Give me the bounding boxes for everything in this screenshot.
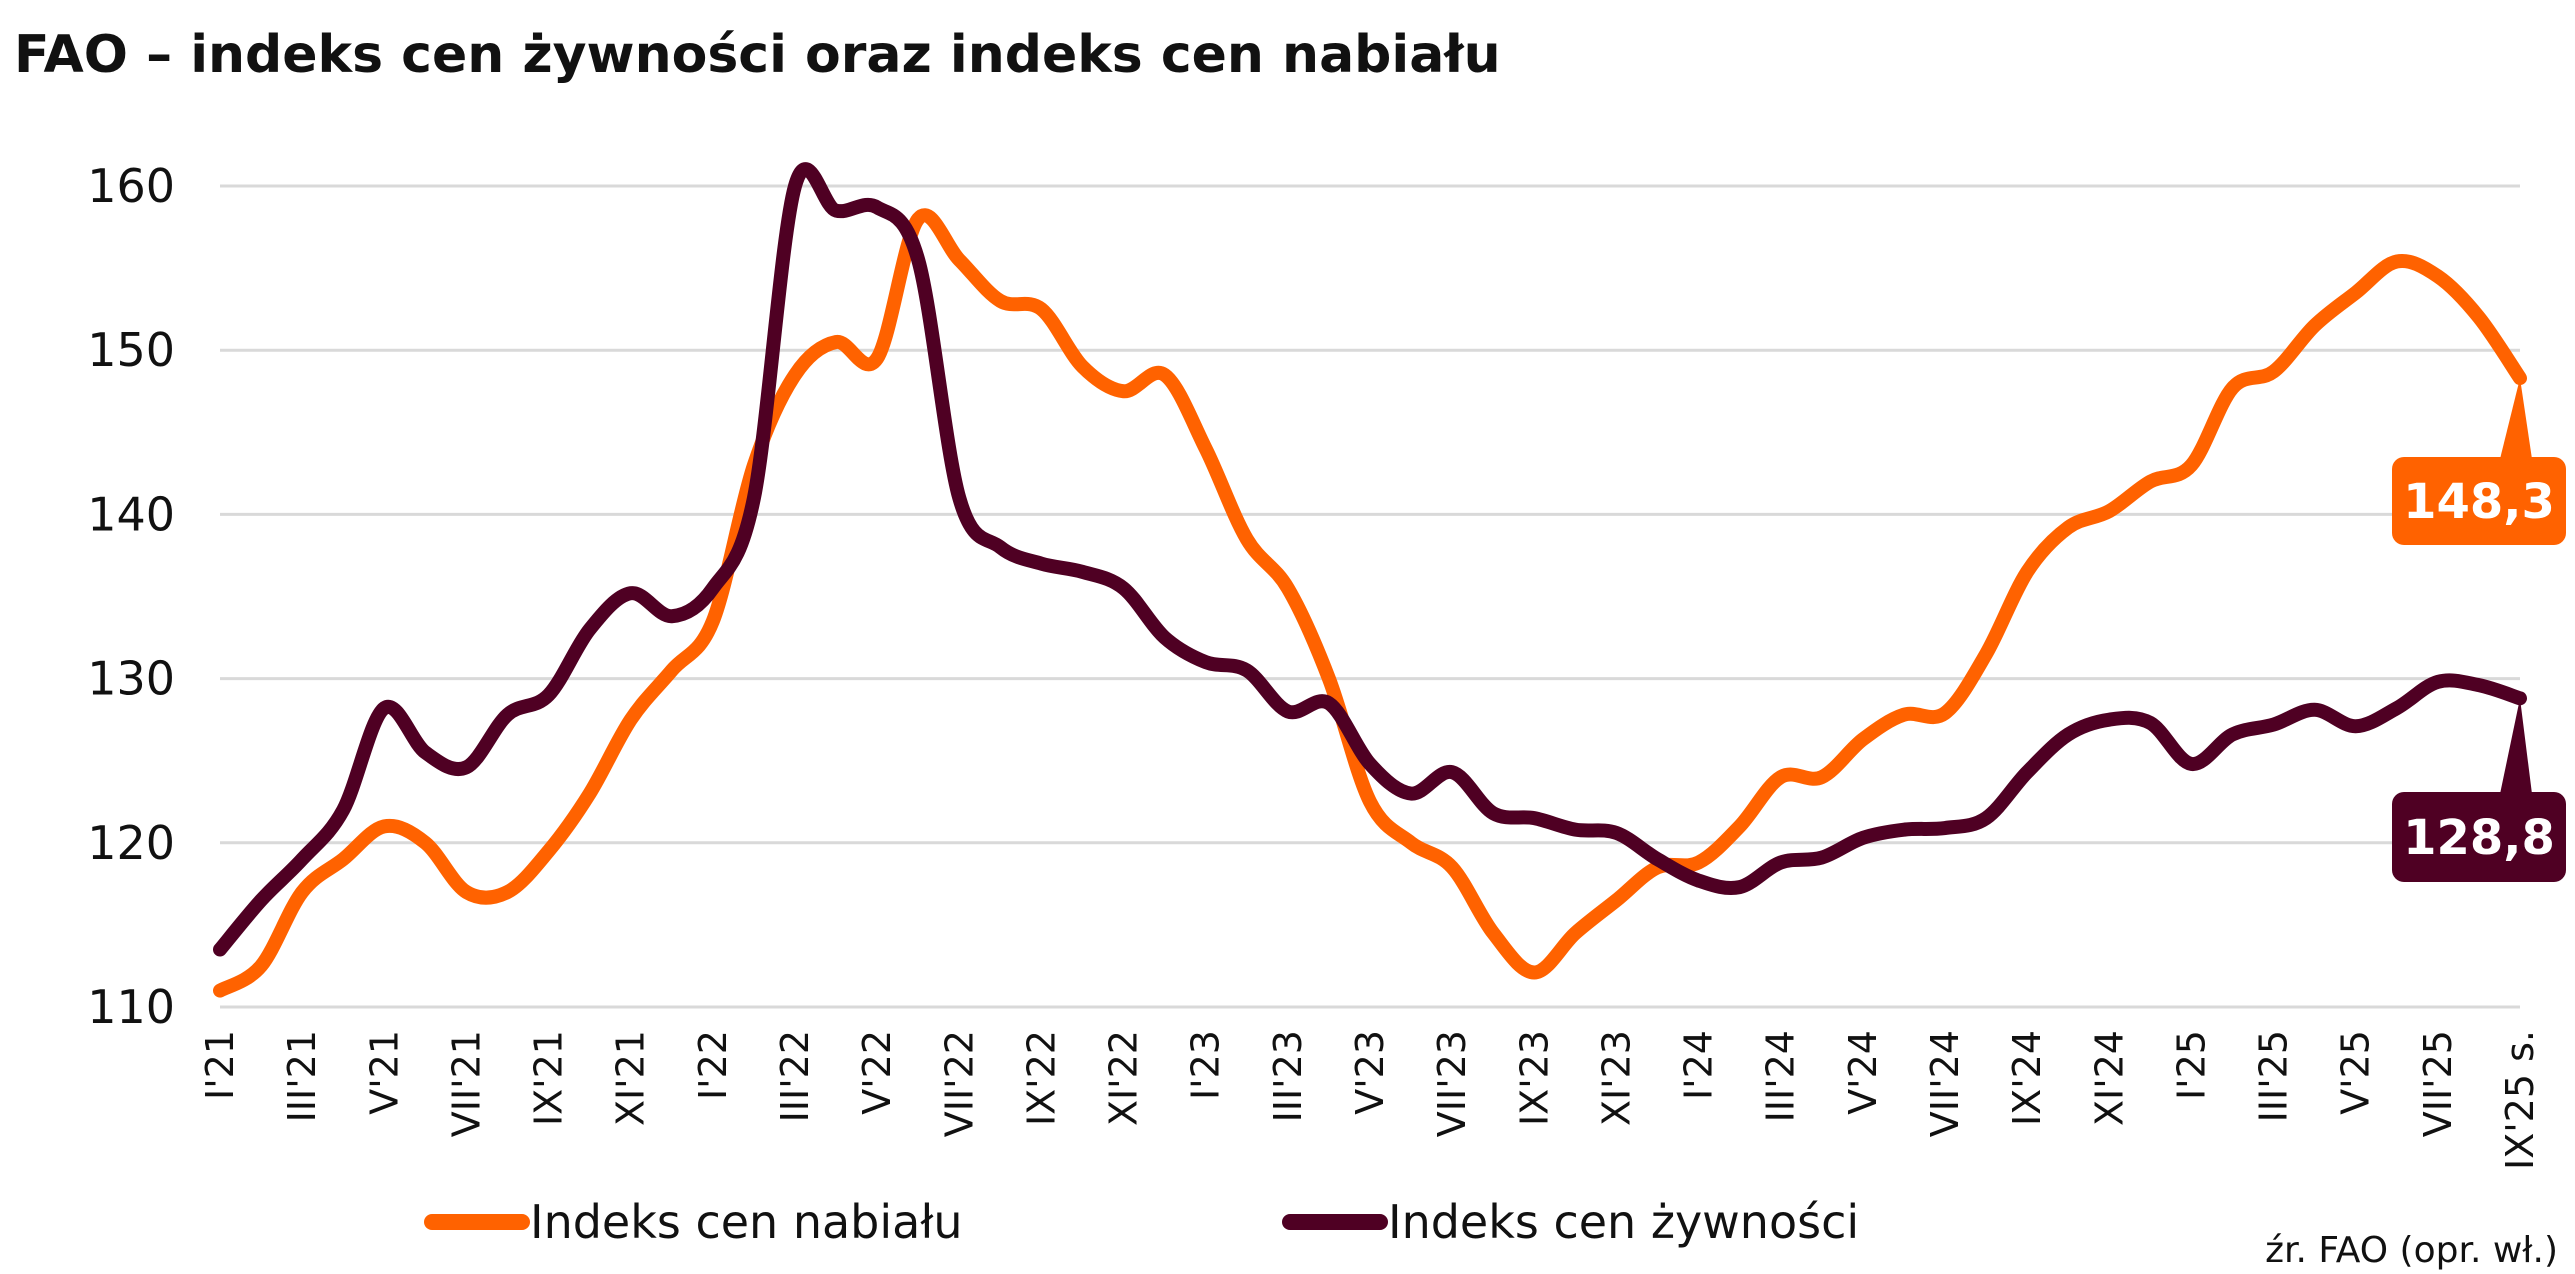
- y-tick-label: 110: [87, 980, 175, 1034]
- x-tick-label: I'21: [198, 1030, 242, 1100]
- x-tick-label: III'23: [1266, 1030, 1310, 1122]
- callout-box: [2392, 457, 2566, 545]
- x-tick-label: XI'24: [2087, 1030, 2131, 1126]
- x-tick-label: V'24: [1841, 1030, 1885, 1115]
- x-tick-label: I'22: [691, 1030, 735, 1100]
- x-tick-label: IX'21: [527, 1030, 571, 1126]
- y-tick-label: 120: [87, 816, 175, 870]
- y-tick-label: 160: [87, 159, 175, 213]
- x-tick-label: III'21: [280, 1030, 324, 1122]
- value-callouts: 148,3 128,8: [2392, 378, 2566, 882]
- x-tick-label: V'23: [1348, 1030, 1392, 1115]
- x-axis-ticks: I'21 III'21 V'21 VII'21 IX'21 XI'21 I'22 III'22…: [198, 1030, 2542, 1170]
- x-tick-label: V'21: [362, 1030, 406, 1115]
- x-tick-label: III'25: [2252, 1030, 2296, 1122]
- x-tick-label: VII'23: [1430, 1030, 1474, 1137]
- callout-box: [2392, 792, 2566, 882]
- x-tick-label: I'24: [1677, 1030, 1721, 1100]
- x-tick-label: IX'24: [2005, 1030, 2049, 1126]
- x-tick-label: XI'23: [1594, 1030, 1638, 1126]
- legend: Indeks cen nabiału Indeks cen żywności: [424, 1195, 1859, 1249]
- callout-pointer: [2500, 378, 2532, 459]
- x-tick-label: III'22: [773, 1030, 817, 1122]
- legend-label-dairy: Indeks cen nabiału: [530, 1195, 963, 1249]
- legend-label-food: Indeks cen żywności: [1388, 1195, 1859, 1249]
- series-line-dairy: [213, 208, 2527, 998]
- y-tick-label: 130: [87, 652, 175, 706]
- y-tick-label: 150: [87, 323, 175, 377]
- x-tick-label: III'24: [1759, 1030, 1803, 1122]
- x-tick-label: VII'21: [444, 1030, 488, 1137]
- x-tick-label: V'25: [2334, 1030, 2378, 1115]
- callout-pointer: [2500, 698, 2532, 794]
- x-tick-label: VII'22: [937, 1030, 981, 1137]
- x-tick-label: V'22: [855, 1030, 899, 1115]
- chart-title: FAO – indeks cen żywności oraz indeks ce…: [14, 25, 1501, 85]
- series-line-food: [213, 162, 2527, 957]
- gridlines: [220, 184, 2520, 1009]
- x-tick-label: XI'22: [1102, 1030, 1146, 1126]
- callout-value-food: 128,8: [2403, 810, 2555, 866]
- x-tick-label: I'25: [2169, 1030, 2213, 1100]
- x-tick-label: I'23: [1184, 1030, 1228, 1100]
- source-note: źr. FAO (opr. wł.): [2265, 1230, 2558, 1271]
- x-tick-label: IX'22: [1019, 1030, 1063, 1126]
- x-tick-label: XI'21: [609, 1030, 653, 1126]
- x-tick-label: VII'24: [1923, 1030, 1967, 1137]
- x-tick-label: IX'23: [1512, 1030, 1556, 1126]
- x-tick-label: IX'25 s.: [2498, 1030, 2542, 1170]
- y-tick-label: 140: [87, 487, 175, 541]
- x-tick-label: VII'25: [2416, 1030, 2460, 1137]
- series-lines: [213, 162, 2527, 998]
- y-axis-ticks: 110 120 130 140 150 160: [87, 159, 175, 1034]
- callout-value-dairy: 148,3: [2403, 474, 2555, 530]
